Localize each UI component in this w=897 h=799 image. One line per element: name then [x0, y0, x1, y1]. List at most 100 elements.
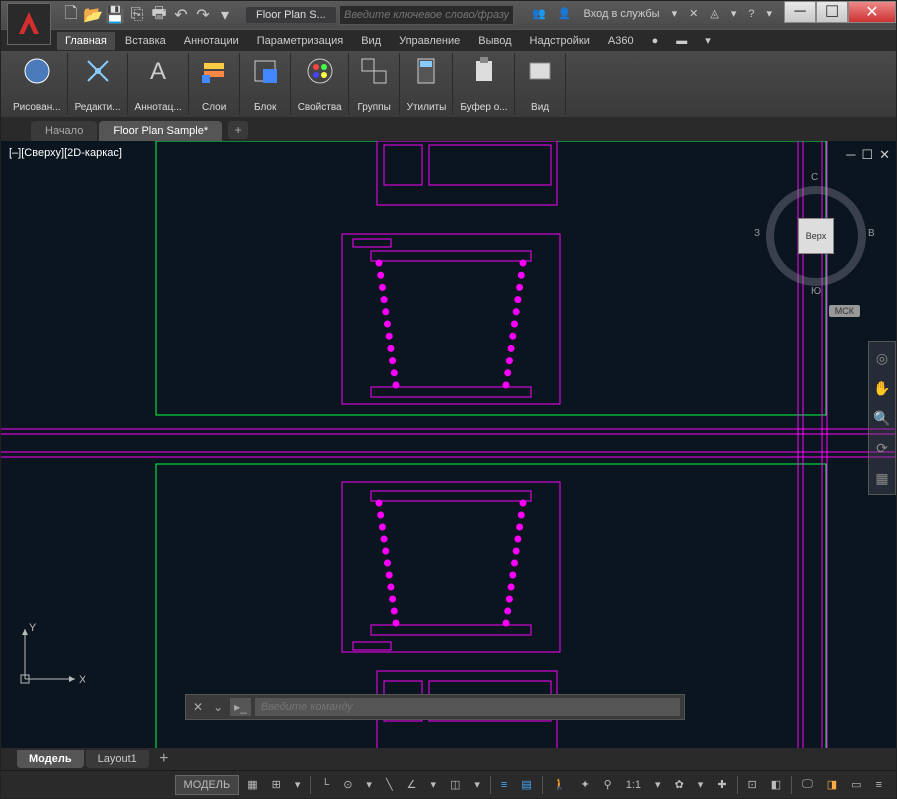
doc-tab-add-button[interactable]: + — [228, 121, 248, 139]
menu-главная[interactable]: Главная — [57, 32, 115, 50]
viewcube-south: Ю — [811, 286, 821, 297]
nav-showmotion-icon[interactable]: ▦ — [870, 466, 894, 490]
nav-zoom-icon[interactable]: 🔍 — [870, 406, 894, 430]
cmd-recent-icon[interactable]: ⌄ — [210, 700, 226, 714]
status-annomonitor-icon[interactable]: ✦ — [574, 774, 595, 795]
help-dropdown[interactable]: ▾ — [727, 5, 741, 22]
ribbon-move[interactable]: Редакти... — [69, 53, 128, 115]
doc-tab[interactable]: Floor Plan Sample* — [99, 121, 222, 141]
help-menu-dropdown[interactable]: ▾ — [762, 5, 776, 22]
search-input[interactable] — [339, 5, 514, 25]
status-customize-icon[interactable]: ≡ — [870, 775, 888, 795]
menu-параметризация[interactable]: Параметризация — [249, 32, 351, 50]
status-grid-icon[interactable]: ▦ — [241, 774, 263, 795]
status-dropdown4-icon[interactable]: ▾ — [468, 774, 486, 795]
qat-print-icon[interactable]: 🖶 — [149, 5, 169, 25]
command-input[interactable] — [255, 698, 680, 716]
cmd-prompt-icon[interactable]: ▸_ — [230, 698, 251, 716]
status-dropdown3-icon[interactable]: ▾ — [424, 774, 442, 795]
qat-new-icon[interactable]: 🗋 — [61, 5, 81, 25]
menu-a360[interactable]: A360 — [600, 32, 642, 50]
ribbon-label: Аннотац... — [135, 102, 182, 113]
status-annoscale-icon[interactable]: ⚲ — [598, 774, 618, 795]
ribbon-circle[interactable]: Рисован... — [7, 53, 68, 115]
menu-вывод[interactable]: Вывод — [470, 32, 519, 50]
vp-minimize-icon[interactable]: ─ — [846, 147, 855, 163]
vp-close-icon[interactable]: ✕ — [879, 147, 890, 163]
nav-orbit-icon[interactable]: ⟳ — [870, 436, 894, 460]
qat-dropdown-icon[interactable]: ▾ — [215, 5, 235, 25]
ribbon-palette[interactable]: Свойства — [292, 53, 349, 115]
maximize-button[interactable]: ☐ — [816, 1, 848, 23]
drawing-canvas[interactable]: [–][Сверху][2D-каркас] ─ ☐ ✕ Верх С Ю В … — [1, 141, 896, 748]
ribbon-group[interactable]: Группы — [350, 53, 400, 115]
status-cleanscreen-icon[interactable]: ▭ — [845, 774, 867, 795]
status-transparency-icon[interactable]: ▤ — [515, 774, 537, 795]
status-dropdown2-icon[interactable]: ▾ — [360, 774, 378, 795]
status-ortho-icon[interactable]: └ — [315, 775, 335, 795]
status-osnap-icon[interactable]: ∠ — [401, 774, 423, 795]
titlebar: 🗋 📂 💾 ⎘ 🖶 ↶ ↷ ▾ Floor Plan S... 👥 👤 Вход… — [1, 1, 896, 29]
ribbon-clip[interactable]: Буфер о... — [454, 53, 514, 115]
menu-extra-icon[interactable]: ▾ — [697, 31, 719, 50]
status-polar-icon[interactable]: ⊙ — [337, 774, 358, 795]
status-units-icon[interactable]: ⊡ — [742, 774, 763, 795]
status-scale-dropdown-icon[interactable]: ▾ — [649, 774, 667, 795]
layout-tab[interactable]: Модель — [17, 750, 84, 768]
status-scale-label[interactable]: 1:1 — [620, 775, 647, 795]
menu-extra-icon[interactable]: ▬ — [668, 32, 695, 50]
ribbon-label: Утилиты — [407, 102, 447, 113]
qat-redo-icon[interactable]: ↷ — [193, 5, 213, 25]
exchange-icon[interactable]: ✕ — [685, 5, 702, 22]
qat-saveas-icon[interactable]: ⎘ — [127, 5, 147, 25]
status-snap-icon[interactable]: ⊞ — [266, 774, 287, 795]
qat-save-icon[interactable]: 💾 — [105, 5, 125, 25]
ribbon-text[interactable]: AАннотац... — [129, 53, 189, 115]
close-button[interactable]: ✕ — [848, 1, 896, 23]
status-quickprops-icon[interactable]: ◧ — [765, 774, 787, 795]
help-icon[interactable]: ? — [744, 6, 758, 22]
infocenter-icon[interactable]: 👥 — [528, 5, 550, 22]
status-workspace-icon[interactable]: ✿ — [669, 774, 690, 795]
viewcube[interactable]: Верх С Ю В З — [756, 176, 876, 296]
menu-аннотации[interactable]: Аннотации — [176, 32, 247, 50]
status-dropdown1-icon[interactable]: ▾ — [289, 774, 307, 795]
signin-dropdown-icon[interactable]: ▾ — [668, 5, 682, 22]
status-isodraft-icon[interactable]: ╲ — [380, 774, 399, 795]
minimize-button[interactable]: ─ — [784, 1, 816, 23]
move-icon — [82, 55, 114, 87]
status-annovisibility-icon[interactable]: ✚ — [711, 774, 732, 795]
status-cycling-icon[interactable]: 🚶 — [547, 774, 573, 795]
viewcube-face[interactable]: Верх — [798, 218, 834, 254]
layout-add-button[interactable]: + — [155, 751, 173, 767]
status-workspace-dropdown-icon[interactable]: ▾ — [692, 774, 710, 795]
status-model-button[interactable]: МОДЕЛЬ — [175, 775, 240, 795]
ribbon-view[interactable]: Вид — [516, 53, 566, 115]
qat-open-icon[interactable]: 📂 — [83, 5, 103, 25]
app-logo[interactable] — [7, 3, 51, 45]
signin-link[interactable]: Вход в службы — [580, 6, 664, 22]
cmd-close-icon[interactable]: ✕ — [190, 700, 206, 714]
ribbon-block[interactable]: Блок — [241, 53, 291, 115]
vp-maximize-icon[interactable]: ☐ — [861, 147, 873, 163]
status-lineweight-icon[interactable]: ≡ — [495, 775, 513, 795]
a360-icon[interactable]: ◬ — [706, 5, 722, 22]
menu-вставка[interactable]: Вставка — [117, 32, 174, 50]
status-isolate-icon[interactable]: ◨ — [821, 774, 843, 795]
doc-tab[interactable]: Начало — [31, 121, 97, 141]
layout-tab[interactable]: Layout1 — [86, 750, 149, 768]
menu-управление[interactable]: Управление — [391, 32, 468, 50]
menu-надстройки[interactable]: Надстройки — [522, 32, 598, 50]
nav-wheel-icon[interactable]: ◎ — [870, 346, 894, 370]
menu-extra-icon[interactable]: ● — [644, 32, 667, 50]
status-hardware-icon[interactable]: 🖵 — [796, 774, 819, 795]
nav-pan-icon[interactable]: ✋ — [870, 376, 894, 400]
qat-undo-icon[interactable]: ↶ — [171, 5, 191, 25]
app-window: 🗋 📂 💾 ⎘ 🖶 ↶ ↷ ▾ Floor Plan S... 👥 👤 Вход… — [0, 0, 897, 799]
user-icon[interactable]: 👤 — [554, 5, 576, 22]
ribbon-calc[interactable]: Утилиты — [401, 53, 454, 115]
ribbon-layers[interactable]: Слои — [190, 53, 240, 115]
viewport-label[interactable]: [–][Сверху][2D-каркас] — [9, 147, 122, 159]
status-otrack-icon[interactable]: ◫ — [444, 774, 466, 795]
menu-вид[interactable]: Вид — [353, 32, 389, 50]
